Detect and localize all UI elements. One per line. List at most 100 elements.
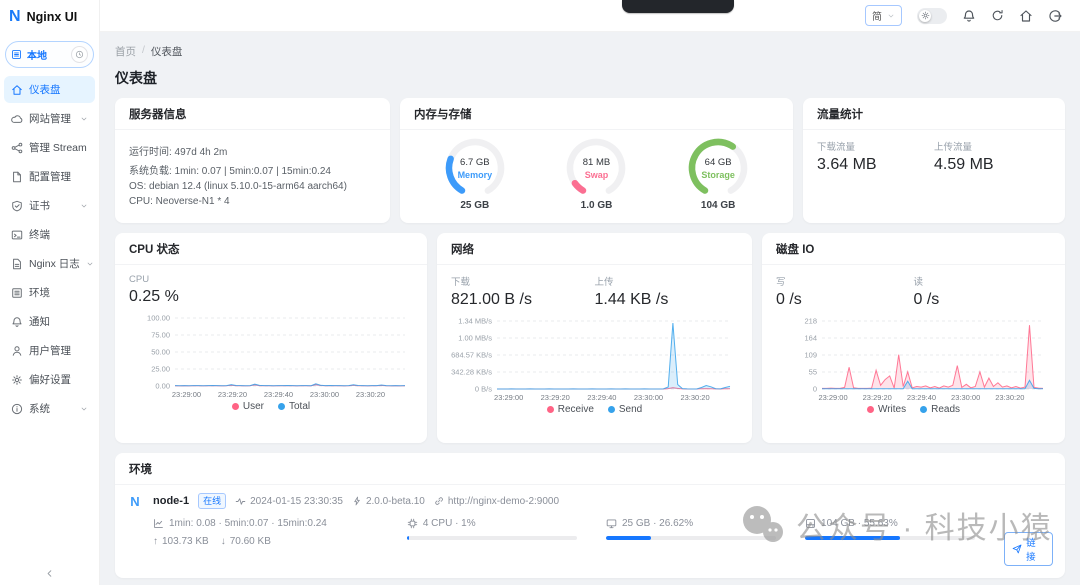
legend-dot — [231, 403, 239, 410]
server-info-card-title: 服务器信息 — [115, 98, 390, 130]
disk-chart-legend: Writes Reads — [776, 404, 1051, 415]
gauge-used-value: 64 GB — [704, 157, 732, 168]
sidebar-collapse-button[interactable] — [0, 568, 99, 579]
legend-label: Receive — [557, 404, 594, 415]
sidebar-item-label: 仪表盘 — [29, 84, 61, 96]
cpu-card-title: CPU 状态 — [115, 233, 427, 265]
env-list-icon — [11, 49, 22, 60]
sidebar-item-label: 环境 — [29, 287, 50, 299]
svg-text:23:29:20: 23:29:20 — [863, 393, 892, 402]
node-memory-progressbar — [605, 536, 776, 540]
home-icon[interactable] — [1019, 9, 1033, 23]
arrow-up-icon: ↑ — [153, 536, 158, 547]
gauge-storage: 64 GB Storage 104 GB — [670, 136, 766, 211]
node-link-button[interactable]: 链接 — [1004, 532, 1053, 566]
svg-text:109: 109 — [804, 351, 817, 360]
chart-icon — [153, 518, 164, 529]
stat-value: 4.59 MB — [934, 156, 994, 173]
sidebar-item-home[interactable]: 仪表盘 — [4, 76, 95, 103]
environment-selector-label: 本地 — [27, 51, 47, 62]
envlist-icon — [11, 287, 23, 299]
cpu-chip-icon — [407, 518, 418, 529]
traffic-card-title: 流量统计 — [803, 98, 1065, 130]
notification-bell-icon[interactable] — [962, 9, 976, 23]
legend-item-send[interactable]: Send — [607, 404, 642, 415]
sidebar-item-bell[interactable]: 通知 — [4, 308, 95, 335]
gauge-swap: 81 MB Swap 1.0 GB — [548, 136, 644, 211]
sun-icon — [921, 11, 930, 20]
node-load-block: 1min: 0.08 · 5min:0.07 · 15min:0.24 ↑ 10… — [153, 518, 407, 547]
sidebar-item-cloud[interactable]: 网站管理 — [4, 105, 95, 132]
sidebar-item-cert[interactable]: 证书 — [4, 192, 95, 219]
node-memory-block: 25 GB · 26.62% — [605, 518, 805, 540]
legend-item-writes[interactable]: Writes — [866, 404, 906, 415]
legend-item-reads[interactable]: Reads — [920, 404, 960, 415]
top-header: 简 — [100, 0, 1080, 32]
chevron-down-icon — [80, 115, 88, 123]
svg-text:1.34 MB/s: 1.34 MB/s — [458, 317, 492, 326]
svg-text:23:30:20: 23:30:20 — [356, 390, 385, 399]
legend-item-total[interactable]: Total — [278, 401, 310, 412]
logout-icon[interactable] — [1048, 9, 1062, 23]
sidebar-item-envlist[interactable]: 环境 — [4, 279, 95, 306]
gauge-total-value: 25 GB — [460, 200, 490, 211]
legend-label: User — [242, 401, 264, 412]
node-upload: ↑ 103.73 KB — [153, 536, 209, 547]
server-info-card: 服务器信息 运行时间: 497d 4h 2m 系统负载: 1min: 0.07 |… — [115, 98, 390, 223]
breadcrumb-home-link[interactable]: 首页 — [115, 46, 136, 58]
app-title: Nginx UI — [26, 10, 78, 24]
stat-value: 0 /s — [776, 291, 802, 308]
svg-text:50.00: 50.00 — [151, 348, 170, 357]
legend-item-user[interactable]: User — [231, 401, 264, 412]
node-disk-block: 104 GB · 55.63% — [805, 518, 1004, 540]
memory-storage-card-title: 内存与存储 — [400, 98, 793, 130]
screen-notch — [622, 0, 734, 13]
file-icon — [11, 171, 23, 183]
server-info-lines: 运行时间: 497d 4h 2m 系统负载: 1min: 0.07 | 5min:… — [115, 130, 390, 220]
stat-block: 写 0 /s — [776, 274, 914, 309]
theme-toggle-knob — [919, 9, 931, 22]
legend-label: Total — [289, 401, 311, 412]
language-select[interactable]: 简 — [865, 5, 902, 26]
sidebar-item-user[interactable]: 用户管理 — [4, 337, 95, 364]
sidebar-item-label: 管理 Stream — [29, 142, 87, 154]
restart-icon[interactable] — [991, 9, 1004, 22]
node-name: node-1 — [153, 495, 190, 507]
sidebar-item-file[interactable]: 配置管理 — [4, 163, 95, 190]
sidebar-item-share[interactable]: 管理 Stream — [4, 134, 95, 161]
network-card-title: 网络 — [437, 233, 752, 265]
svg-text:23:30:20: 23:30:20 — [680, 393, 709, 402]
svg-text:218: 218 — [804, 317, 817, 326]
paper-plane-icon — [1012, 544, 1022, 554]
sidebar-item-label: Nginx 日志 — [29, 258, 80, 270]
legend-label: Reads — [931, 404, 961, 415]
legend-item-receive[interactable]: Receive — [546, 404, 594, 415]
node-version: 2.0.0-beta.10 — [352, 496, 425, 507]
history-icon[interactable] — [71, 46, 88, 63]
stat-label: 上传流量 — [934, 142, 973, 153]
stat-value: 0.25 % — [129, 288, 179, 305]
app-logo[interactable]: N Nginx UI — [0, 0, 99, 31]
home-icon — [11, 84, 23, 96]
network-chart-legend: Receive Send — [451, 404, 738, 415]
arrow-down-icon: ↓ — [220, 536, 226, 547]
sidebar-item-label: 证书 — [29, 200, 50, 212]
node-logo-icon: N — [130, 494, 140, 509]
sidebar-item-gear[interactable]: 偏好设置 — [4, 366, 95, 393]
language-select-value: 简 — [872, 12, 882, 23]
environment-selector[interactable]: 本地 — [5, 41, 94, 68]
svg-text:1.00 MB/s: 1.00 MB/s — [458, 334, 492, 343]
gauge-total-value: 1.0 GB — [580, 200, 613, 211]
server-info-line: CPU: Neoverse-N1 * 4 — [129, 196, 230, 207]
sidebar-item-logfile[interactable]: Nginx 日志 — [4, 250, 95, 277]
theme-toggle[interactable] — [917, 7, 947, 24]
sidebar-item-info[interactable]: 系统 — [4, 395, 95, 422]
dashboard-row-2: CPU 状态 CPU 0.25 % 100.00 75.00 50.00 25.00 0.… — [115, 233, 1065, 443]
sidebar-item-terminal[interactable]: 终端 — [4, 221, 95, 248]
bolt-icon — [352, 496, 362, 506]
gauge-name: Storage — [701, 170, 735, 180]
server-info-line: 运行时间: 497d 4h 2m — [129, 147, 228, 158]
sidebar-menu: 仪表盘网站管理管理 Stream 配置管理证书终端 Nginx 日志 环境通知 用户管理… — [0, 76, 99, 422]
node-url[interactable]: http://nginx-demo-2:9000 — [434, 496, 559, 507]
stat-block: CPU 0.25 % — [129, 274, 271, 306]
